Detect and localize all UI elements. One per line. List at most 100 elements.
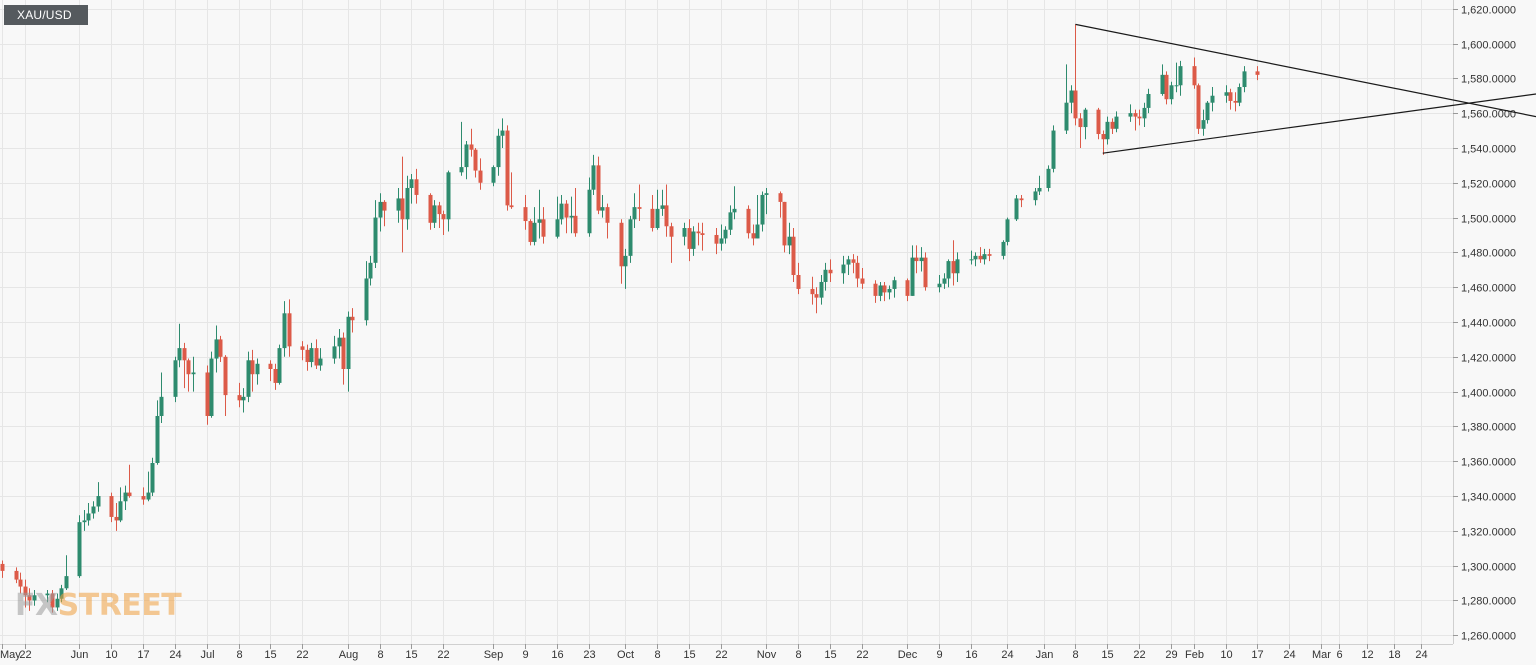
candle-body-up	[1083, 109, 1088, 128]
x-tick-label: 22	[715, 649, 727, 661]
candles	[0, 24, 1260, 613]
x-tick-label: 24	[1283, 649, 1295, 661]
x-tick-label: 29	[1165, 649, 1177, 661]
candle-body-down	[14, 570, 19, 580]
candle-body-down	[700, 233, 705, 235]
x-tick-label: 22	[19, 649, 31, 661]
candle-body-down	[441, 214, 446, 220]
x-tick-label: 24	[169, 649, 181, 661]
candle-body-down	[223, 356, 228, 396]
candle-body-up	[59, 588, 64, 599]
candle-body-up	[892, 280, 897, 289]
candle-body-down	[619, 222, 624, 267]
candle-body-up	[1201, 120, 1206, 129]
x-tick-label: 22	[296, 649, 308, 661]
candle-body-up	[491, 167, 496, 183]
candle-body-up	[1210, 95, 1215, 103]
candle-body-down	[746, 208, 751, 234]
candle-body-up	[787, 236, 792, 246]
candle-body-up	[1128, 113, 1133, 117]
candle-body-down	[923, 257, 928, 288]
candle-body-down	[23, 586, 28, 596]
candle-body-up	[150, 462, 155, 493]
y-tick-label: 1,440.0000	[1461, 318, 1516, 330]
candle-body-up	[396, 198, 401, 211]
candle-body-up	[946, 261, 951, 279]
candle-body-up	[464, 144, 469, 168]
candle-body-up	[600, 207, 605, 211]
x-tick-label: 22	[1133, 649, 1145, 661]
candle-body-up	[1160, 74, 1165, 94]
candle-body-down	[1196, 85, 1201, 129]
y-tick-label: 1,260.0000	[1461, 631, 1516, 643]
y-tick-label: 1,500.0000	[1461, 214, 1516, 226]
x-tick-label: 17	[1251, 649, 1263, 661]
x-tick-label: 6	[1336, 649, 1342, 661]
candle-body-down	[509, 205, 514, 208]
y-tick-label: 1,400.0000	[1461, 388, 1516, 400]
candle-body-up	[255, 363, 260, 375]
candle-body-up	[973, 255, 978, 260]
candle-body-down	[437, 205, 442, 215]
y-tick-label: 1,540.0000	[1461, 144, 1516, 156]
candle-body-up	[969, 259, 974, 261]
x-tick-label: Aug	[339, 649, 359, 661]
candle-body-up	[559, 203, 564, 220]
candle-body-up	[118, 501, 123, 521]
candle-body-down	[182, 348, 187, 361]
candle-body-down	[1078, 118, 1083, 128]
y-axis-labels: 1,260.0000 1,280.0000 1,300.0000 1,320.0000…	[1461, 5, 1516, 643]
candle-body-down	[237, 395, 242, 401]
candle-body-up	[823, 269, 828, 282]
x-tick-label: Sep	[484, 649, 504, 661]
candle-body-down	[1101, 134, 1106, 140]
candle-body-up	[1237, 87, 1242, 103]
candle-body-down	[1073, 90, 1078, 119]
x-tick-label: 12	[1361, 649, 1373, 661]
x-tick-label: 16	[551, 649, 563, 661]
candle-body-up	[1178, 66, 1183, 86]
candle-body-down	[637, 207, 642, 209]
candle-body-up	[755, 224, 760, 239]
x-tick-label: 8	[654, 649, 660, 661]
candle-body-up	[569, 215, 574, 218]
candle-body-up	[760, 194, 765, 225]
candle-body-up	[1174, 85, 1179, 87]
x-tick-label: Dec	[898, 649, 918, 661]
candle-body-down	[751, 233, 756, 239]
candle-body-down	[268, 363, 273, 369]
candle-body-up	[1205, 102, 1210, 121]
candle-body-down	[1164, 74, 1169, 100]
candle-body-down	[273, 368, 278, 383]
x-tick-label: 17	[137, 649, 149, 661]
candle-body-down	[1096, 109, 1101, 135]
x-tick-label: 10	[105, 649, 117, 661]
candle-body-up	[241, 396, 246, 401]
candle-body-down	[0, 563, 5, 571]
candle-body-down	[1110, 121, 1115, 129]
candle-body-down	[287, 313, 292, 347]
candle-body-down	[141, 496, 146, 500]
candle-body-down	[860, 278, 865, 284]
candle-body-down	[1137, 116, 1142, 119]
candle-body-up	[732, 208, 737, 213]
candle-body-up	[719, 238, 724, 244]
x-tick-label: 24	[1001, 649, 1013, 661]
y-tick-label: 1,620.0000	[1461, 5, 1516, 17]
x-tick-label: 8	[377, 649, 383, 661]
candle-body-down	[987, 254, 992, 256]
x-tick-label: 15	[824, 649, 836, 661]
candle-body-down	[782, 201, 787, 246]
y-tick-label: 1,480.0000	[1461, 248, 1516, 260]
symbol-badge[interactable]: XAU/USD	[4, 5, 88, 25]
y-tick-label: 1,560.0000	[1461, 109, 1516, 121]
candle-body-up	[373, 217, 378, 263]
candle-body-up	[919, 257, 924, 262]
candle-body-up	[982, 254, 987, 260]
candle-body-down	[978, 255, 983, 260]
candle-body-up	[209, 358, 214, 416]
candle-body-up	[432, 205, 437, 223]
candle-body-down	[382, 201, 387, 211]
